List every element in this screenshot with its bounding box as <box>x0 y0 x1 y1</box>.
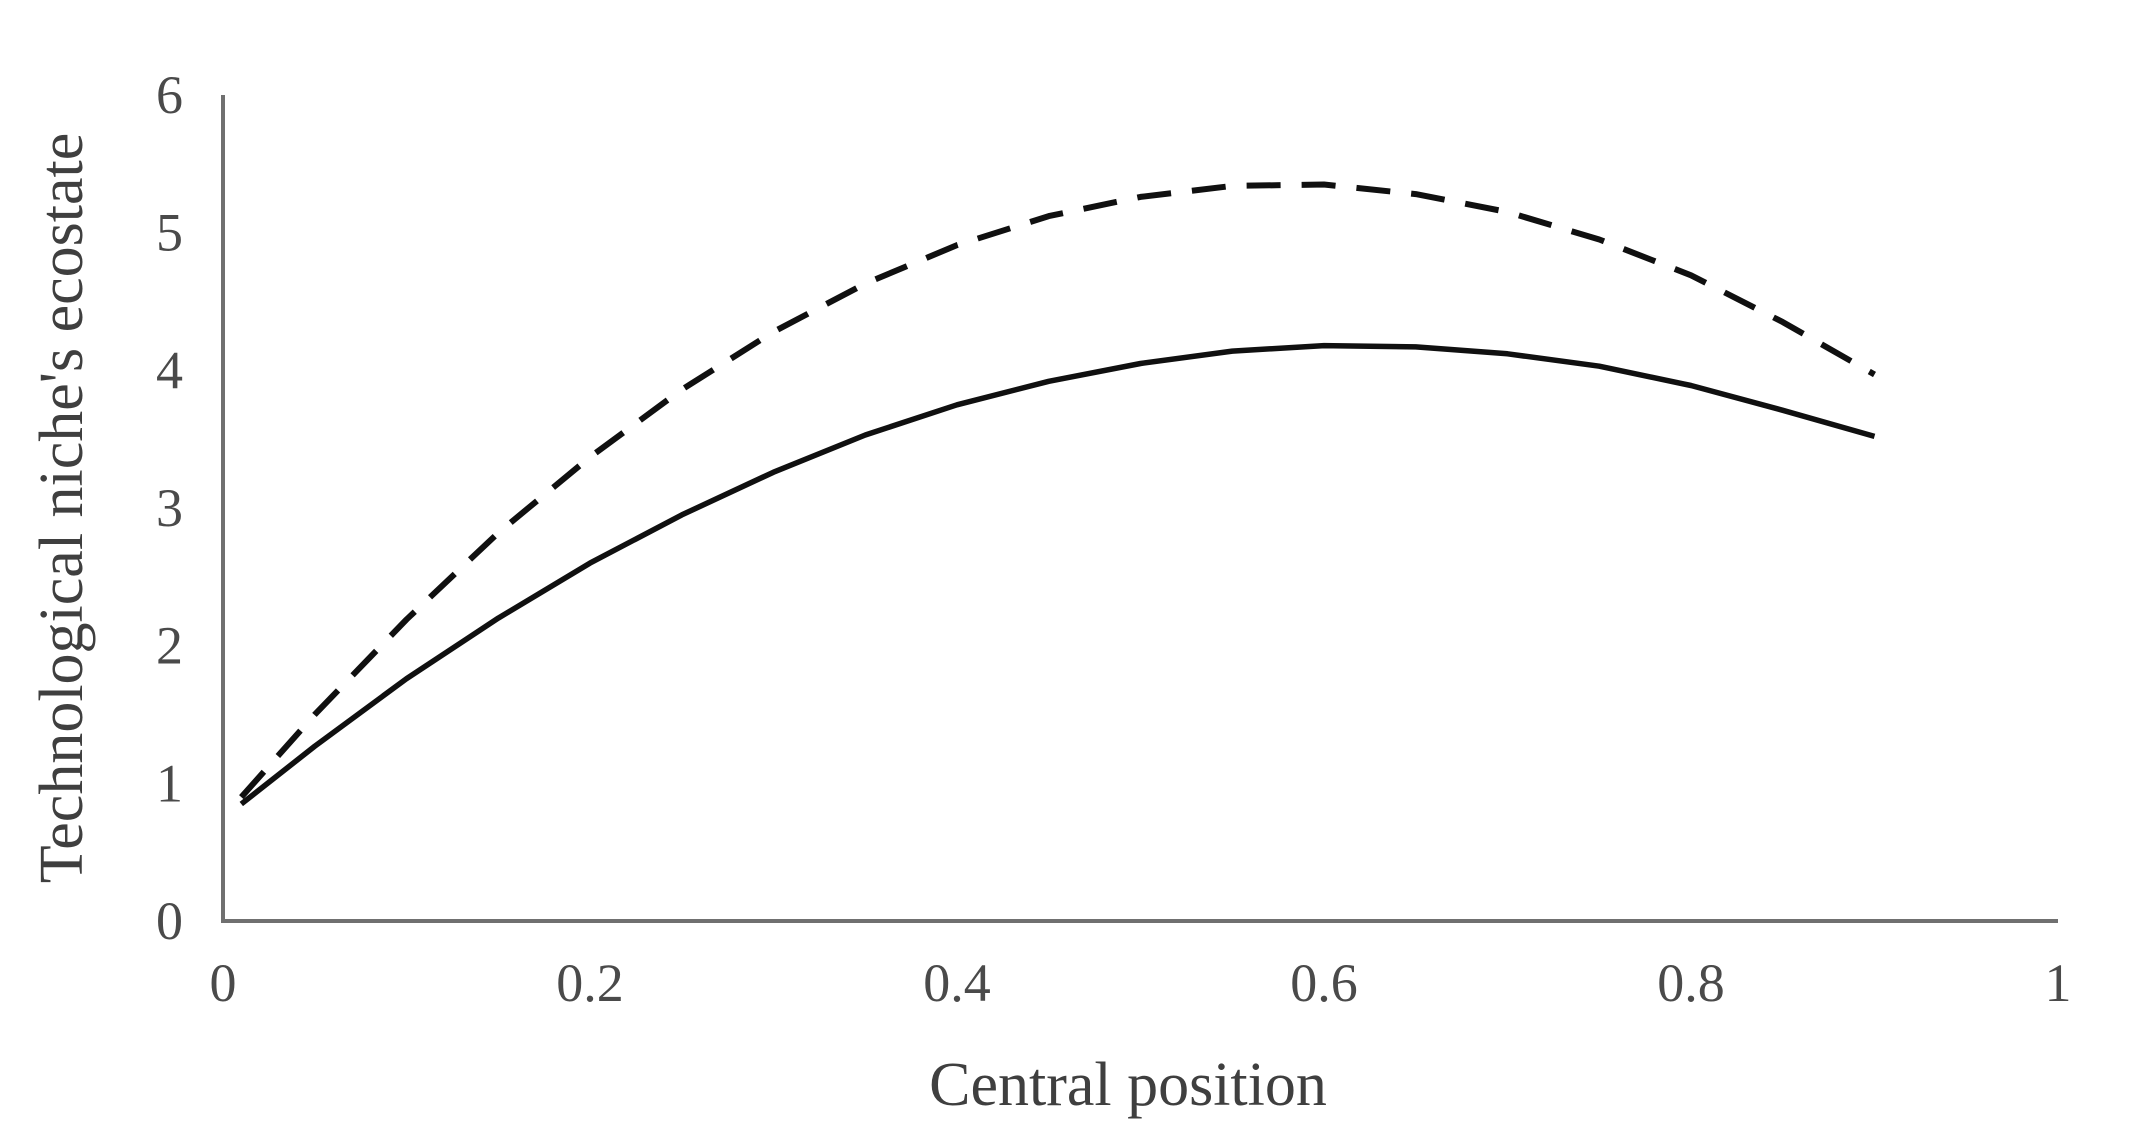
y-tick-label: 6 <box>156 65 183 125</box>
x-axis-title: Central position <box>929 1051 1327 1119</box>
x-tick-label: 0.8 <box>1657 953 1725 1013</box>
y-tick-label: 0 <box>156 891 183 951</box>
x-tick-label: 0.6 <box>1290 953 1358 1013</box>
x-tick-label: 0 <box>210 953 237 1013</box>
y-tick-label: 1 <box>156 753 183 813</box>
dashed-curve <box>239 181 1876 800</box>
axes <box>221 95 2058 923</box>
x-tick-label: 1 <box>2045 953 2072 1013</box>
y-axis-title: Technological niche's ecostate <box>28 133 96 884</box>
x-tick-labels: 0 0.2 0.4 0.6 0.8 1 <box>210 953 2072 1013</box>
y-tick-label: 4 <box>156 340 183 400</box>
series-lines <box>239 181 1876 807</box>
y-tick-label: 5 <box>156 203 183 263</box>
x-tick-label: 0.2 <box>556 953 624 1013</box>
y-tick-labels: 0 1 2 3 4 5 6 <box>156 65 183 951</box>
y-tick-label: 2 <box>156 616 183 676</box>
y-tick-label: 3 <box>156 478 183 538</box>
solid-curve <box>239 342 1876 807</box>
x-tick-label: 0.4 <box>923 953 991 1013</box>
